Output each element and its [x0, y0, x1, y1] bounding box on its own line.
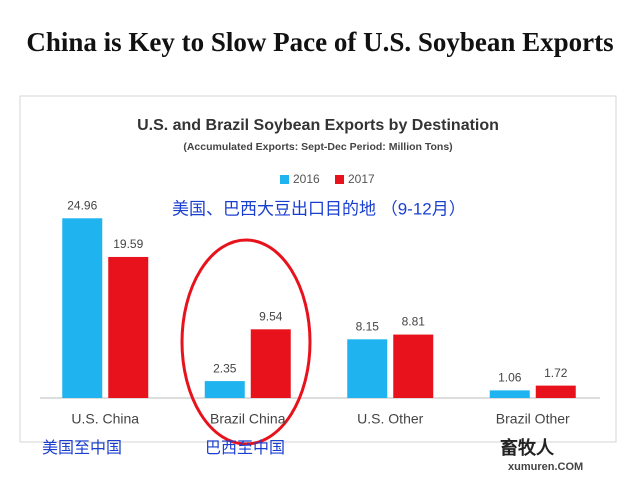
legend-label: 2016	[293, 172, 320, 186]
bar	[204, 381, 245, 398]
chart-title: U.S. and Brazil Soybean Exports by Desti…	[137, 117, 499, 134]
bar	[489, 390, 530, 398]
x-tick-label: U.S. China	[71, 411, 139, 427]
bar	[62, 218, 103, 398]
headline: China is Key to Slow Pace of U.S. Soybea…	[26, 27, 613, 57]
annotation-label: 巴西至中国	[205, 439, 285, 457]
x-tick-label: Brazil China	[210, 411, 286, 427]
bar	[250, 329, 291, 398]
bar	[108, 256, 149, 398]
value-label: 8.81	[402, 315, 426, 329]
value-label: 19.59	[113, 237, 143, 251]
x-tick-label: U.S. Other	[357, 411, 423, 427]
watermark: xumuren.COM	[508, 461, 583, 473]
bar	[347, 339, 388, 398]
value-label: 1.72	[544, 366, 568, 380]
watermark: 畜牧人	[500, 437, 555, 458]
value-label: 2.35	[213, 361, 237, 375]
x-tick-label: Brazil Other	[496, 411, 570, 427]
value-label: 24.96	[67, 198, 97, 212]
highlight-ellipse	[180, 238, 312, 446]
annotation-label: 美国至中国	[42, 439, 122, 457]
value-label: 8.15	[356, 319, 380, 333]
value-label: 1.06	[498, 371, 522, 385]
bar	[535, 385, 576, 398]
chart-subtitle: (Accumulated Exports: Sept-Dec Period: M…	[183, 141, 452, 153]
annotation: 美国、巴西大豆出口目的地 （9-12月）	[172, 199, 466, 218]
value-label: 9.54	[259, 309, 283, 323]
legend-swatch	[280, 175, 289, 184]
bar	[393, 334, 434, 398]
legend-swatch	[335, 175, 344, 184]
legend-label: 2017	[348, 172, 375, 186]
